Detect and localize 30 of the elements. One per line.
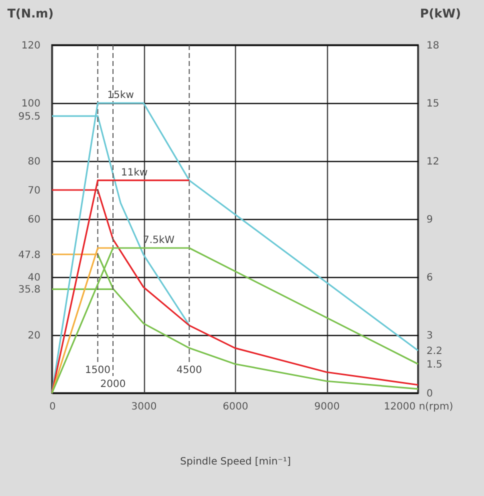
ref-line-label: 1500 (85, 365, 110, 376)
y-tick-label: 100 (21, 98, 40, 110)
y-tick-label: 70 (28, 186, 40, 196)
y-tick-label: 40 (28, 272, 40, 284)
y2-tick-label: 3 (426, 330, 433, 342)
y-tick-label: 95.5 (18, 112, 40, 123)
y2-tick-label: 1.5 (426, 360, 442, 370)
y-tick-label: 35.8 (18, 284, 40, 296)
y2-tick-label: 18 (426, 40, 440, 52)
ref-line-label: 2000 (100, 379, 126, 390)
y2-tick-label: 2.2 (426, 346, 442, 357)
y-tick-label: 60 (28, 214, 40, 226)
y2-tick-label: 9 (426, 214, 433, 226)
y2-tick-label: 15 (426, 98, 440, 110)
x-tick-label: 12000 n(rpm) (384, 402, 454, 412)
y-tick-label: 80 (28, 156, 40, 168)
y2-tick-label: 12 (426, 156, 440, 168)
y2-axis-title: P(kW) (420, 6, 461, 20)
x-axis-title: Spindle Speed [min⁻¹] (180, 456, 291, 468)
y-tick-label: 47.8 (18, 250, 40, 261)
y-axis-title: T(N.m) (7, 6, 54, 20)
y-tick-label: 120 (21, 40, 40, 52)
x-tick-label: 3000 (131, 402, 157, 412)
x-tick-label: 0 (49, 402, 56, 412)
y-tick-label: 20 (28, 330, 40, 342)
x-tick-label: 9000 (314, 402, 340, 412)
y2-tick-label: 6 (426, 272, 433, 284)
y2-tick-label: 0 (426, 388, 433, 400)
x-tick-label: 6000 (222, 402, 248, 412)
ref-line-label: 4500 (176, 365, 202, 376)
